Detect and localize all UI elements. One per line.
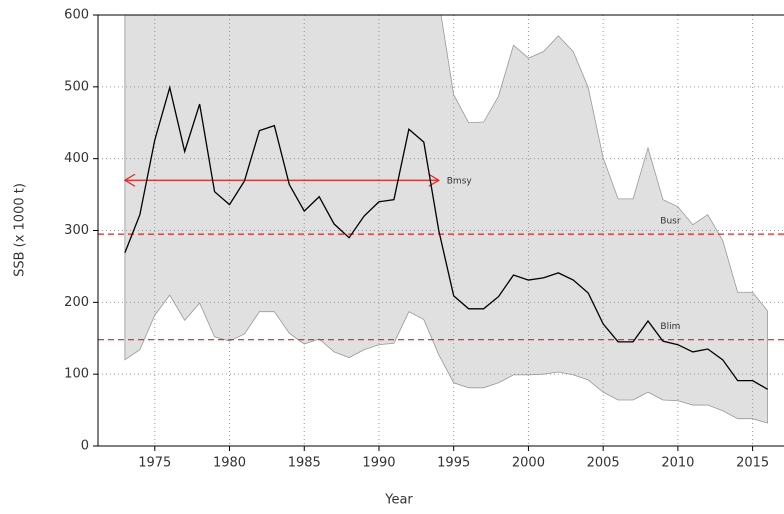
reference-label: Blim xyxy=(660,322,680,332)
y-tick-label: 500 xyxy=(64,79,89,94)
x-tick-label: 2005 xyxy=(587,456,620,471)
x-tick-label: 1995 xyxy=(437,456,470,471)
x-axis-label: Year xyxy=(384,493,413,508)
y-tick-label: 0 xyxy=(81,439,89,454)
x-tick-label: 1980 xyxy=(213,456,246,471)
x-tick-label: 1990 xyxy=(362,456,395,471)
ssb-line xyxy=(124,84,768,390)
y-tick-label: 300 xyxy=(64,223,89,238)
y-tick-label: 400 xyxy=(64,151,89,166)
y-tick-label: 600 xyxy=(64,8,89,23)
x-tick-label: 2010 xyxy=(661,456,694,471)
reference-label: Busr xyxy=(660,217,681,227)
y-axis-label: SSB (x 1000 t) xyxy=(13,183,28,277)
plot-area xyxy=(98,15,784,446)
y-tick-label: 200 xyxy=(64,295,89,310)
x-tick-label: 2015 xyxy=(736,456,769,471)
y-tick-label: 100 xyxy=(64,367,89,382)
x-tick-label: 1985 xyxy=(288,456,321,471)
x-tick-label: 1975 xyxy=(138,456,171,471)
x-tick-label: 2000 xyxy=(512,456,545,471)
arrow-head xyxy=(123,173,440,187)
bmsy-label: Bmsy xyxy=(447,177,473,187)
confidence-band xyxy=(124,15,768,424)
